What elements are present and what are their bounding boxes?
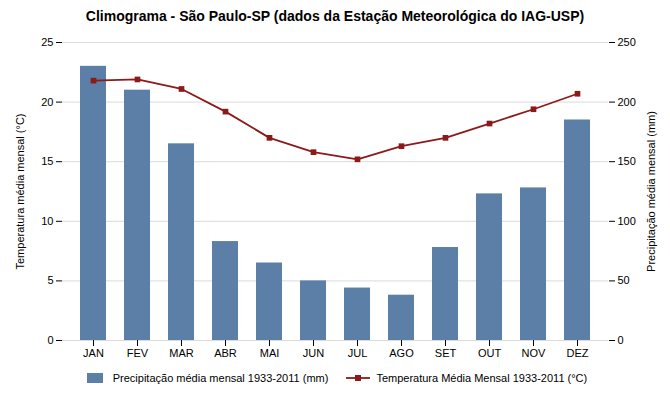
svg-text:JAN: JAN: [83, 347, 104, 359]
svg-text:250: 250: [618, 36, 636, 48]
svg-text:MAI: MAI: [260, 347, 280, 359]
svg-text:Temperatura média mensal (°C): Temperatura média mensal (°C): [14, 113, 26, 269]
svg-text:0: 0: [618, 334, 624, 346]
svg-text:DEZ: DEZ: [567, 347, 589, 359]
svg-text:Precipitação média mensal (mm): Precipitação média mensal (mm): [645, 111, 657, 272]
svg-text:SET: SET: [435, 347, 457, 359]
svg-text:5: 5: [47, 274, 53, 286]
svg-text:200: 200: [618, 96, 636, 108]
svg-text:25: 25: [41, 36, 53, 48]
svg-text:JUN: JUN: [303, 347, 324, 359]
svg-text:OUT: OUT: [478, 347, 502, 359]
html-text:Climograma - São Paulo-SP (dad: Climograma - São Paulo-SP (dados da Esta…: [85, 8, 585, 24]
svg-text:100: 100: [618, 215, 636, 227]
svg-text:JUL: JUL: [348, 347, 368, 359]
html-text:Precipitação média mensal 1933: Precipitação média mensal 1933-2011 (mm): [112, 372, 329, 384]
svg-text:AGO: AGO: [389, 347, 414, 359]
svg-text:ABR: ABR: [214, 347, 237, 359]
svg-text:MAR: MAR: [169, 347, 194, 359]
svg-text:10: 10: [41, 215, 53, 227]
svg-text:NOV: NOV: [522, 347, 547, 359]
svg-text:0: 0: [47, 334, 53, 346]
svg-text:50: 50: [618, 274, 630, 286]
svg-text:15: 15: [41, 155, 53, 167]
svg-text:FEV: FEV: [127, 347, 149, 359]
svg-text:150: 150: [618, 155, 636, 167]
html-text:Temperatura Média Mensal 1933-: Temperatura Média Mensal 1933-2011 (°C): [376, 372, 588, 384]
svg-text:20: 20: [41, 96, 53, 108]
